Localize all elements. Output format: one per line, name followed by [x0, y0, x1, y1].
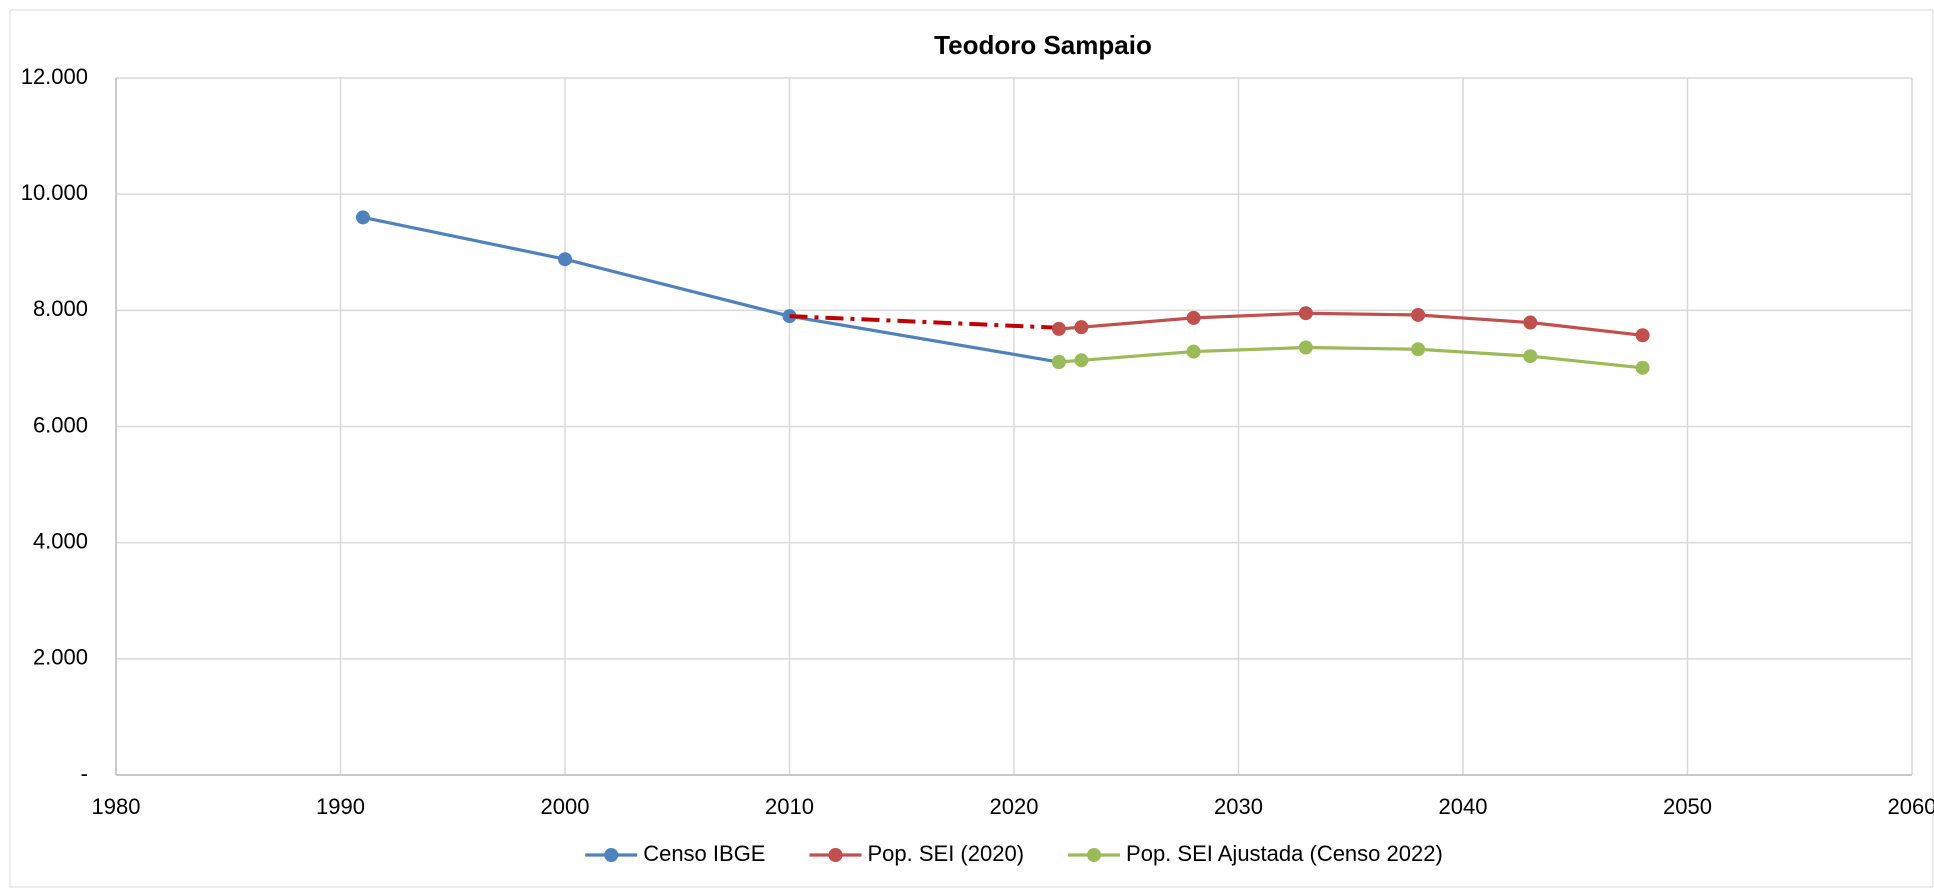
data-point — [558, 252, 572, 267]
data-point — [1074, 320, 1089, 335]
data-point — [1298, 340, 1313, 355]
data-point — [1186, 344, 1201, 359]
x-tick-label: 1990 — [316, 794, 365, 819]
y-tick-label: 10.000 — [21, 180, 88, 205]
data-point — [1298, 306, 1313, 321]
y-tick-label: 6.000 — [33, 412, 88, 437]
data-point — [1635, 360, 1650, 375]
y-tick-label: 12.000 — [21, 64, 88, 89]
legend-label: Pop. SEI (2020) — [867, 841, 1024, 866]
data-point — [355, 210, 370, 225]
series-line — [362, 215, 1060, 364]
series-line — [789, 314, 1059, 330]
legend-label: Censo IBGE — [643, 841, 765, 866]
data-point — [1074, 353, 1089, 368]
x-tick-label: 2020 — [990, 794, 1039, 819]
legend-swatch — [828, 848, 843, 862]
x-tick-label: 2040 — [1439, 794, 1488, 819]
x-tick-label: 2010 — [765, 794, 814, 819]
x-tick-label: 2030 — [1214, 794, 1263, 819]
y-tick-label: 4.000 — [33, 528, 88, 553]
x-tick-label: 2060 — [1888, 794, 1934, 819]
legend-swatch — [1087, 848, 1102, 862]
data-point — [1523, 349, 1538, 364]
legend-label: Pop. SEI Ajustada (Censo 2022) — [1126, 841, 1443, 866]
legend-swatch — [604, 848, 619, 862]
chart-frame — [9, 9, 1934, 888]
x-tick-label: 2000 — [541, 794, 590, 819]
data-point — [1411, 342, 1426, 357]
data-point — [1411, 307, 1426, 322]
data-point — [1051, 321, 1066, 336]
data-point — [1186, 310, 1201, 325]
y-tick-label: 2.000 — [33, 645, 88, 670]
x-tick-label: 2050 — [1663, 794, 1712, 819]
chart-title: Teodoro Sampaio — [934, 30, 1152, 60]
data-point — [1051, 355, 1066, 370]
data-point — [1523, 315, 1538, 330]
data-point — [1635, 328, 1650, 343]
y-tick-label: 8.000 — [33, 296, 88, 321]
y-tick-label: - — [81, 761, 88, 786]
x-tick-label: 1980 — [92, 794, 141, 819]
